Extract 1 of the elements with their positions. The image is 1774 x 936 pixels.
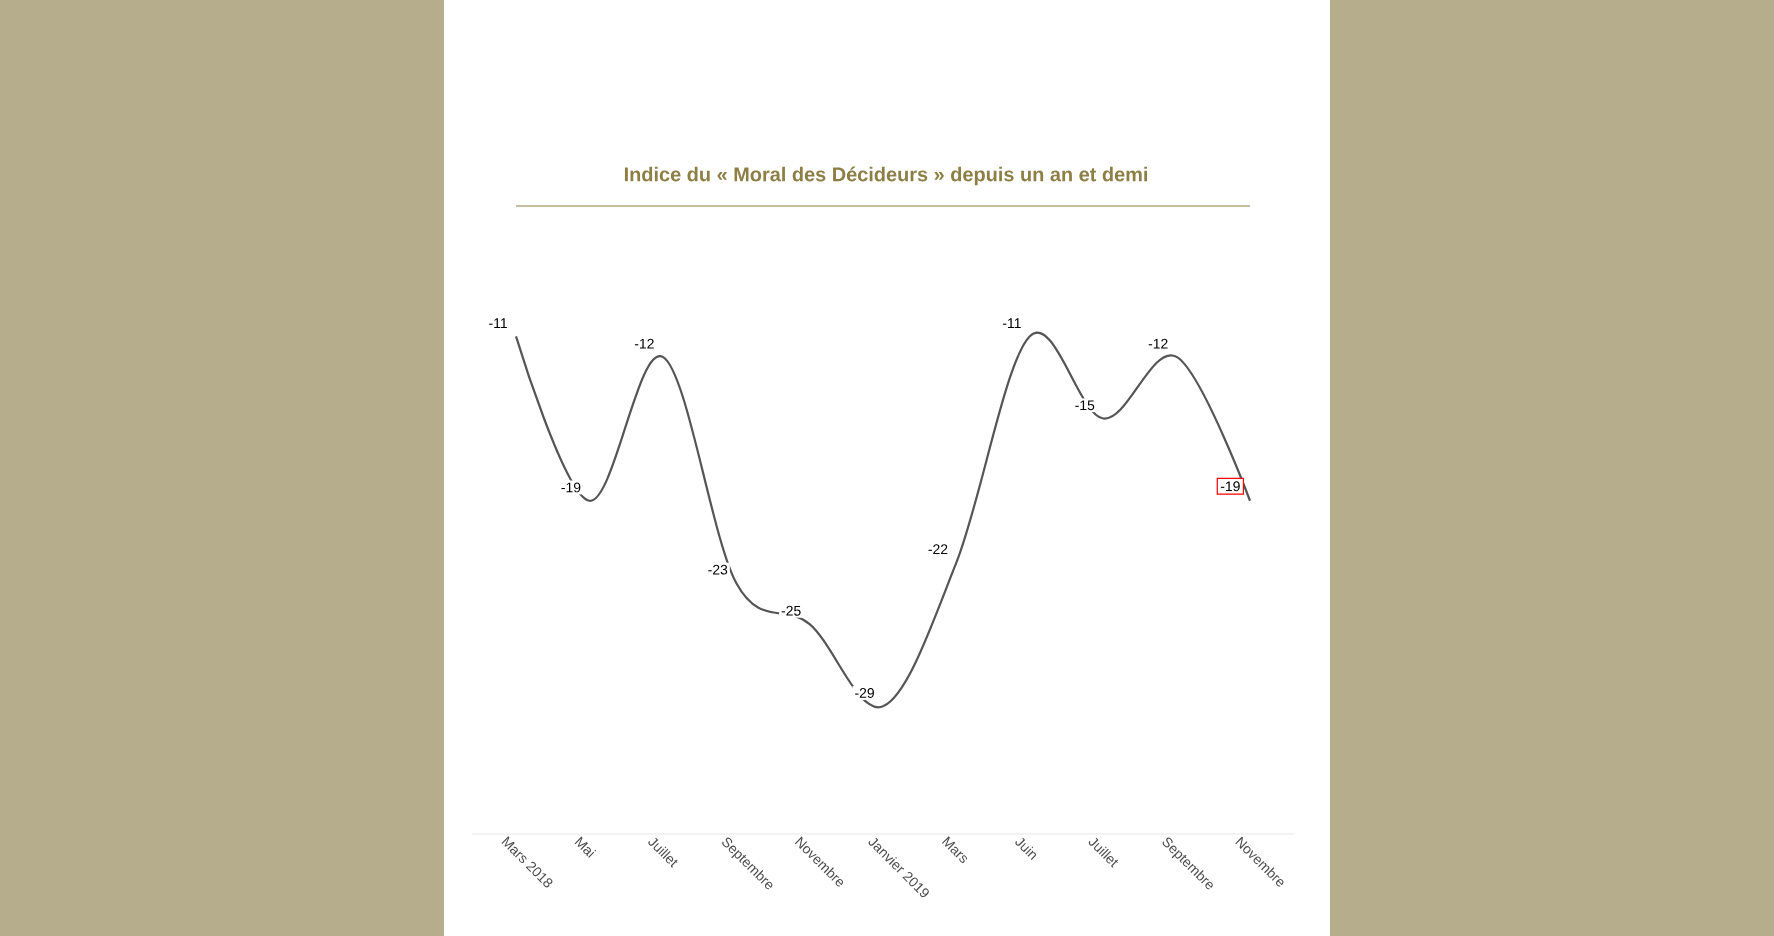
chart-title: Indice du « Moral des Décideurs » depuis un an et demi [624,166,1148,186]
